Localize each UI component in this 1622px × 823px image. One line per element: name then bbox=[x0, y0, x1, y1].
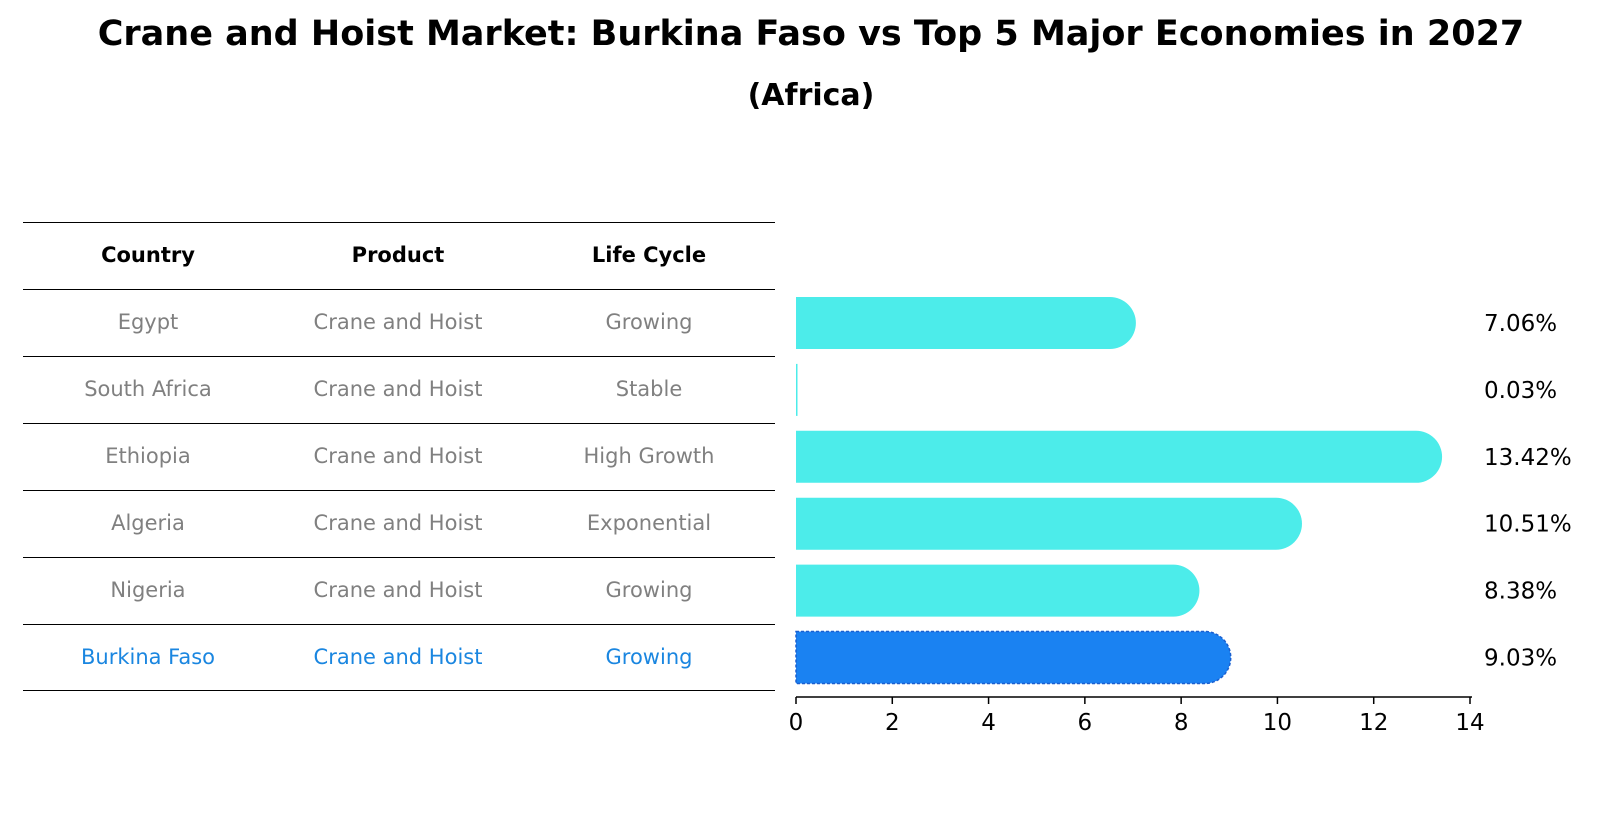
bar-value-label: 13.42% bbox=[1484, 445, 1572, 471]
cell-life-cycle: Growing bbox=[605, 578, 693, 602]
cell-country-highlight: Burkina Faso bbox=[80, 645, 215, 669]
data-table: Country Product Life Cycle Egypt Crane a… bbox=[23, 222, 775, 692]
cell-product: Crane and Hoist bbox=[313, 377, 483, 401]
cell-life-cycle: Growing bbox=[605, 310, 693, 334]
cell-country: Algeria bbox=[111, 511, 185, 535]
header-country: Country bbox=[101, 243, 195, 267]
x-tick-label: 8 bbox=[1174, 710, 1189, 736]
table-rule bbox=[23, 624, 775, 625]
bar bbox=[796, 297, 1136, 349]
x-tick-label: 4 bbox=[981, 710, 996, 736]
x-tick-label: 0 bbox=[789, 710, 804, 736]
table-rule bbox=[23, 356, 775, 357]
cell-life-cycle: Exponential bbox=[586, 511, 712, 535]
bar bbox=[796, 497, 1302, 550]
table-rule bbox=[23, 557, 775, 558]
chart-subtitle: (Africa) bbox=[747, 78, 875, 113]
cell-product: Crane and Hoist bbox=[313, 310, 483, 334]
cell-life-cycle: Stable bbox=[615, 377, 683, 401]
bar-value-label: 9.03% bbox=[1484, 646, 1557, 672]
table-rule bbox=[23, 490, 775, 491]
x-tick-label: 6 bbox=[1078, 710, 1093, 736]
cell-life-cycle: High Growth bbox=[583, 444, 715, 468]
cell-life-cycle-highlight: Growing bbox=[605, 645, 693, 669]
table-rule bbox=[23, 289, 775, 290]
x-tick-label: 10 bbox=[1263, 710, 1292, 736]
bar-highlight bbox=[795, 630, 1232, 685]
x-tick-label: 2 bbox=[885, 710, 900, 736]
cell-product: Crane and Hoist bbox=[313, 578, 483, 602]
bar bbox=[796, 363, 798, 416]
header-life-cycle: Life Cycle bbox=[591, 243, 707, 267]
cell-product: Crane and Hoist bbox=[313, 511, 483, 535]
cell-country: Nigeria bbox=[110, 578, 186, 602]
bar-value-label: 0.03% bbox=[1484, 378, 1557, 404]
cell-product-highlight: Crane and Hoist bbox=[313, 645, 483, 669]
cell-country: South Africa bbox=[84, 377, 212, 401]
x-tick-label: 14 bbox=[1455, 710, 1484, 736]
table-rule bbox=[23, 690, 775, 691]
cell-country: Egypt bbox=[117, 310, 179, 334]
bar bbox=[796, 430, 1443, 483]
cell-country: Ethiopia bbox=[105, 444, 191, 468]
header-product: Product bbox=[351, 243, 445, 267]
chart-title: Crane and Hoist Market: Burkina Faso vs … bbox=[97, 14, 1525, 54]
bar bbox=[796, 564, 1200, 617]
x-tick-label: 12 bbox=[1359, 710, 1388, 736]
bar-value-label: 10.51% bbox=[1484, 512, 1572, 538]
table-rule bbox=[23, 222, 775, 223]
bar-value-label: 8.38% bbox=[1484, 579, 1557, 605]
cell-product: Crane and Hoist bbox=[313, 444, 483, 468]
table-rule bbox=[23, 423, 775, 424]
bar-value-label: 7.06% bbox=[1484, 311, 1557, 337]
